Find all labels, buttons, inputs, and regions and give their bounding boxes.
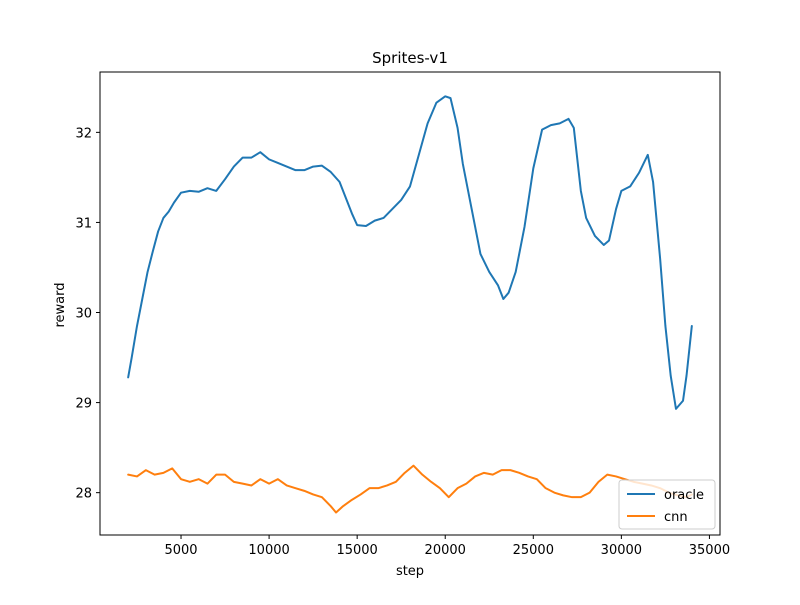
- plot-area: 5000 10000 15000 20000 25000 30000 35000 28 29 30…: [75, 71, 730, 558]
- x-tick-label: 35000: [689, 543, 730, 558]
- x-tick-label: 30000: [601, 543, 642, 558]
- x-tick-label: 15000: [336, 543, 377, 558]
- x-tick-label: 20000: [425, 543, 466, 558]
- series-line-oracle: [127, 95, 693, 410]
- legend-label-oracle: oracle: [664, 488, 704, 503]
- x-tick-label: 5000: [164, 543, 197, 558]
- x-tick-label: 25000: [513, 543, 554, 558]
- y-tick-label: 28: [75, 487, 92, 502]
- x-axis-label: step: [396, 564, 424, 579]
- chart-title: Sprites-v1: [372, 49, 448, 67]
- y-axis-label: reward: [53, 282, 68, 327]
- y-tick-label: 29: [75, 397, 92, 412]
- y-tick-label: 30: [75, 307, 92, 322]
- legend-label-cnn: cnn: [664, 510, 688, 525]
- series-line-cnn: [127, 464, 693, 514]
- axes-frame: [99, 71, 721, 536]
- x-tick-label: 10000: [248, 543, 289, 558]
- legend: oracle cnn: [618, 479, 716, 530]
- y-tick-label: 31: [75, 216, 92, 231]
- y-tick-label: 32: [75, 126, 92, 141]
